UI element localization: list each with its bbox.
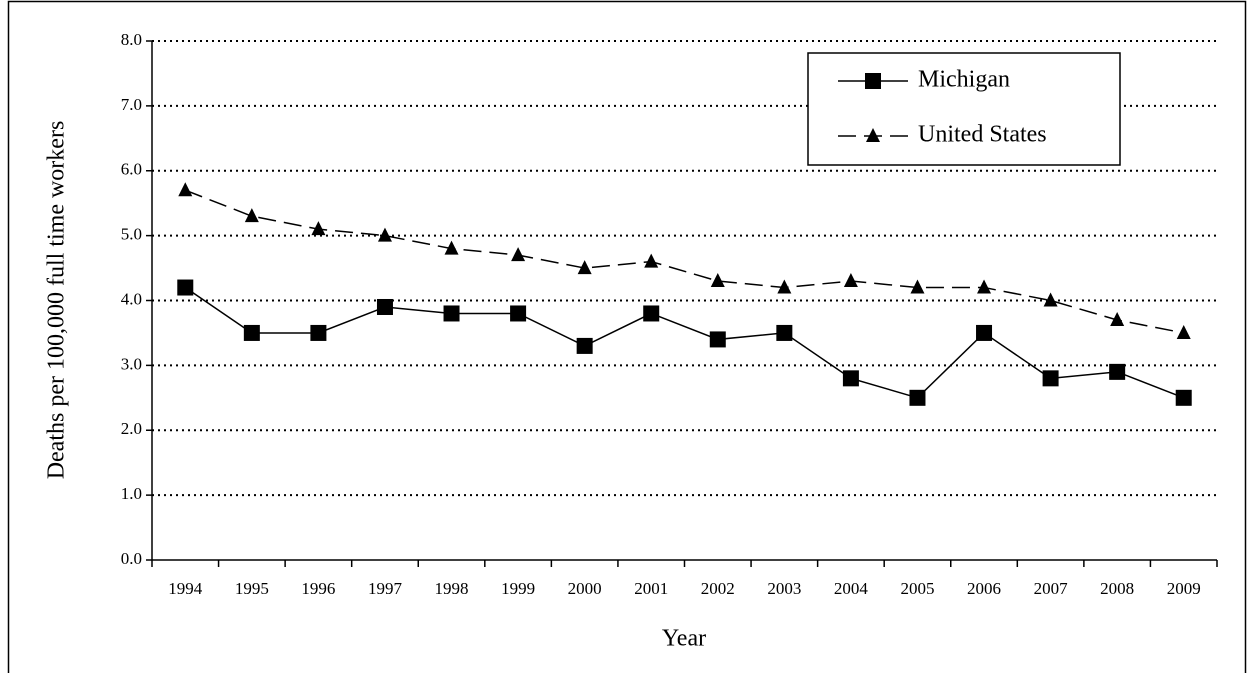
x-tick-label: 1999 [501, 579, 535, 598]
marker [843, 273, 858, 288]
marker [643, 305, 660, 322]
x-tick-label: 2000 [568, 579, 602, 598]
marker [376, 298, 393, 315]
legend-label: United States [918, 122, 1047, 148]
legend-marker [866, 128, 880, 142]
marker [311, 221, 326, 236]
legend-box [807, 52, 1121, 166]
x-tick-label: 2004 [834, 579, 869, 598]
marker [710, 273, 725, 288]
marker [511, 247, 526, 262]
chart-frame [7, 0, 1247, 673]
marker [976, 324, 993, 341]
marker [776, 324, 793, 341]
marker [909, 389, 926, 406]
x-tick-label: 2009 [1167, 579, 1201, 598]
marker [443, 305, 460, 322]
marker [310, 324, 327, 341]
marker [577, 260, 592, 275]
marker [842, 370, 859, 387]
x-tick-label: 1994 [168, 579, 203, 598]
y-tick-label: 8.0 [121, 30, 142, 49]
x-tick-label: 2002 [701, 579, 735, 598]
y-tick-label: 1.0 [121, 484, 142, 503]
legend-label: Michigan [918, 67, 1010, 93]
marker [1042, 370, 1059, 387]
marker [1110, 311, 1125, 326]
x-axis-title: Year [662, 626, 706, 652]
y-tick-label: 7.0 [121, 95, 142, 114]
marker [444, 240, 459, 255]
marker [576, 337, 593, 354]
series-line [184, 286, 1184, 399]
x-tick-label: 1997 [368, 579, 403, 598]
marker [644, 253, 659, 268]
marker [977, 279, 992, 294]
x-tick-label: 1996 [301, 579, 335, 598]
marker [777, 279, 792, 294]
y-tick-label: 6.0 [121, 160, 142, 179]
marker [709, 331, 726, 348]
y-tick-label: 4.0 [121, 289, 142, 308]
y-tick-label: 3.0 [121, 354, 142, 373]
marker [510, 305, 527, 322]
x-tick-label: 2003 [767, 579, 801, 598]
marker [1043, 292, 1058, 307]
x-tick-label: 1998 [435, 579, 469, 598]
marker [244, 208, 259, 223]
marker [1109, 363, 1126, 380]
y-tick-label: 0.0 [121, 549, 142, 568]
x-tick-label: 2006 [967, 579, 1001, 598]
marker [243, 324, 260, 341]
x-tick-label: 2005 [900, 579, 934, 598]
legend-marker [865, 73, 881, 89]
series-line [185, 189, 1184, 334]
x-tick-label: 1995 [235, 579, 269, 598]
x-tick-label: 2008 [1100, 579, 1134, 598]
marker [1175, 389, 1192, 406]
marker [377, 227, 392, 242]
y-tick-label: 2.0 [121, 419, 142, 438]
y-tick-label: 5.0 [121, 225, 142, 244]
marker [178, 182, 193, 197]
x-tick-label: 2001 [634, 579, 668, 598]
marker [177, 279, 194, 296]
x-tick-label: 2007 [1034, 579, 1069, 598]
marker [910, 279, 925, 294]
marker [1176, 324, 1191, 339]
y-axis-title: Deaths per 100,000 full time workers [44, 121, 70, 480]
